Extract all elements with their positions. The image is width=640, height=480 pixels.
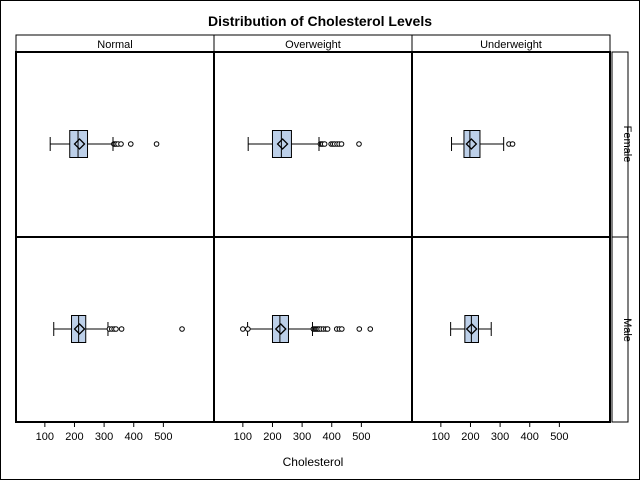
outlier-point — [356, 326, 363, 332]
x-tick-label: 100 — [36, 431, 54, 443]
chart-title: Distribution of Cholesterol Levels — [208, 13, 432, 29]
column-header-underweight: Underweight — [480, 39, 542, 51]
iqr-box — [69, 130, 89, 158]
boxplot-overweight-male — [240, 315, 374, 343]
x-tick-label: 400 — [521, 431, 539, 443]
row-headers: Female Male — [611, 51, 633, 423]
x-axis-label: Cholesterol — [283, 455, 344, 469]
outlier-point — [113, 326, 119, 332]
x-tick-label: 400 — [323, 431, 341, 443]
boxplots — [49, 130, 516, 343]
x-axes: 100 200 300 400 500 100 200 300 400 500 100 200 300 4… — [36, 422, 569, 443]
column-header-overweight: Overweight — [285, 39, 341, 51]
outlier-point — [240, 326, 246, 332]
outlier-point — [324, 326, 331, 332]
mean-marker — [276, 138, 289, 150]
column-headers: Normal Overweight Underweight — [15, 34, 611, 53]
outlier-point — [339, 326, 345, 332]
outlier-point — [321, 141, 328, 147]
x-tick-label: 200 — [461, 431, 479, 443]
x-tick-label: 100 — [234, 431, 252, 443]
mean-marker — [73, 323, 86, 335]
boxplot-underweight-female — [451, 130, 516, 158]
panel-frame — [411, 236, 611, 423]
row-header-female: Female — [621, 126, 633, 163]
x-tick-label: 500 — [550, 431, 568, 443]
mean-marker — [465, 138, 478, 150]
outlier-point — [367, 326, 374, 332]
row-header-male: Male — [621, 318, 633, 342]
x-tick-label: 400 — [125, 431, 143, 443]
x-tick-label: 200 — [263, 431, 281, 443]
outlier-point — [127, 141, 134, 147]
outlier-point — [153, 141, 160, 147]
x-tick-label: 200 — [65, 431, 83, 443]
panel-frames — [15, 51, 611, 423]
outlier-point — [338, 141, 345, 147]
iqr-box — [463, 130, 481, 158]
x-tick-label: 300 — [491, 431, 509, 443]
boxplot-normal-male — [53, 315, 185, 343]
column-header-normal: Normal — [97, 39, 132, 51]
x-tick-label: 300 — [95, 431, 113, 443]
mean-marker — [465, 323, 478, 335]
outlier-point — [356, 141, 362, 147]
outlier-point — [118, 326, 125, 332]
x-tick-label: 100 — [432, 431, 450, 443]
x-tick-label: 500 — [154, 431, 172, 443]
outlier-point — [179, 326, 185, 332]
x-tick-label: 300 — [293, 431, 311, 443]
outlier-point — [509, 141, 516, 147]
outlier-point — [118, 141, 124, 147]
x-tick-label: 500 — [352, 431, 370, 443]
row-header-cell — [611, 236, 629, 423]
boxplot-underweight-male — [450, 315, 492, 343]
boxplot-normal-female — [49, 130, 160, 158]
iqr-box — [271, 130, 292, 158]
iqr-box — [271, 315, 289, 343]
outlier-point — [245, 326, 251, 332]
mean-marker — [73, 138, 86, 150]
mean-marker — [274, 323, 287, 335]
boxplot-overweight-female — [247, 130, 362, 158]
